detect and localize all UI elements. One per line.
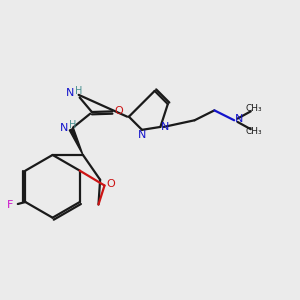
Text: O: O bbox=[107, 179, 116, 189]
Text: N: N bbox=[138, 130, 146, 140]
Text: F: F bbox=[7, 200, 14, 210]
Text: H: H bbox=[75, 86, 82, 96]
Text: CH₃: CH₃ bbox=[245, 127, 262, 136]
Text: H: H bbox=[69, 120, 77, 130]
Text: N: N bbox=[235, 114, 244, 124]
Polygon shape bbox=[69, 128, 83, 155]
Text: N: N bbox=[161, 122, 169, 132]
Text: N: N bbox=[66, 88, 74, 98]
Text: N: N bbox=[60, 122, 68, 133]
Text: O: O bbox=[114, 106, 123, 116]
Text: CH₃: CH₃ bbox=[245, 104, 262, 113]
